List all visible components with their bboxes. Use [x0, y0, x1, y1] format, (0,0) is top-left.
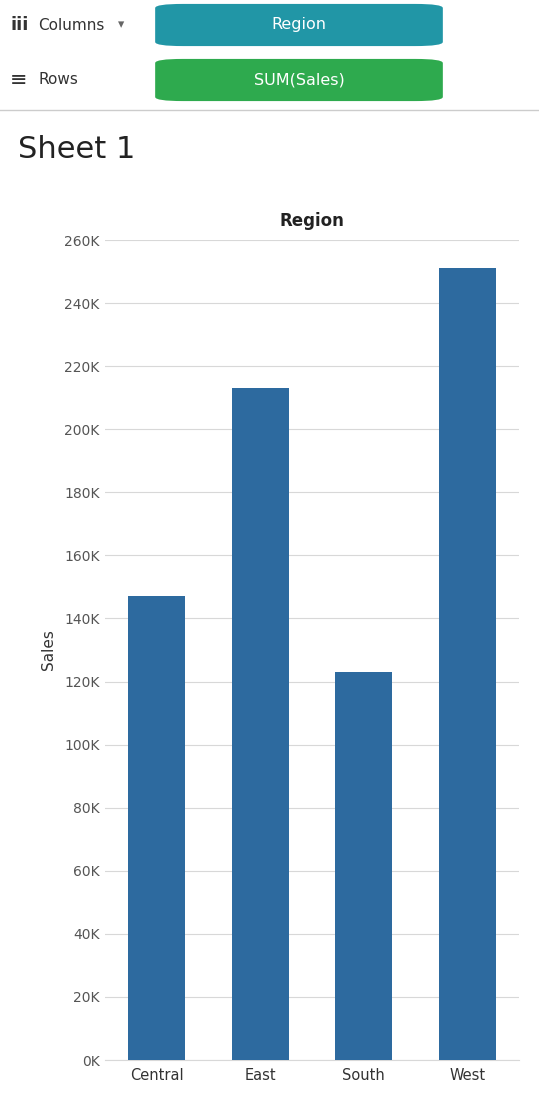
Y-axis label: Sales: Sales [40, 630, 56, 670]
Text: ▾: ▾ [118, 19, 125, 32]
Title: Region: Region [280, 212, 344, 230]
Bar [335, 673, 392, 1061]
Text: Region: Region [272, 18, 327, 33]
Text: Rows: Rows [38, 73, 78, 88]
Bar [232, 388, 289, 1061]
Text: Columns: Columns [38, 18, 105, 33]
Text: iii: iii [10, 16, 29, 34]
FancyBboxPatch shape [155, 4, 443, 46]
Bar [439, 268, 496, 1061]
FancyBboxPatch shape [155, 59, 443, 101]
Bar [128, 597, 185, 1061]
Text: SUM(Sales): SUM(Sales) [254, 73, 344, 88]
Text: Sheet 1: Sheet 1 [18, 135, 135, 164]
Text: ≡: ≡ [10, 70, 27, 90]
